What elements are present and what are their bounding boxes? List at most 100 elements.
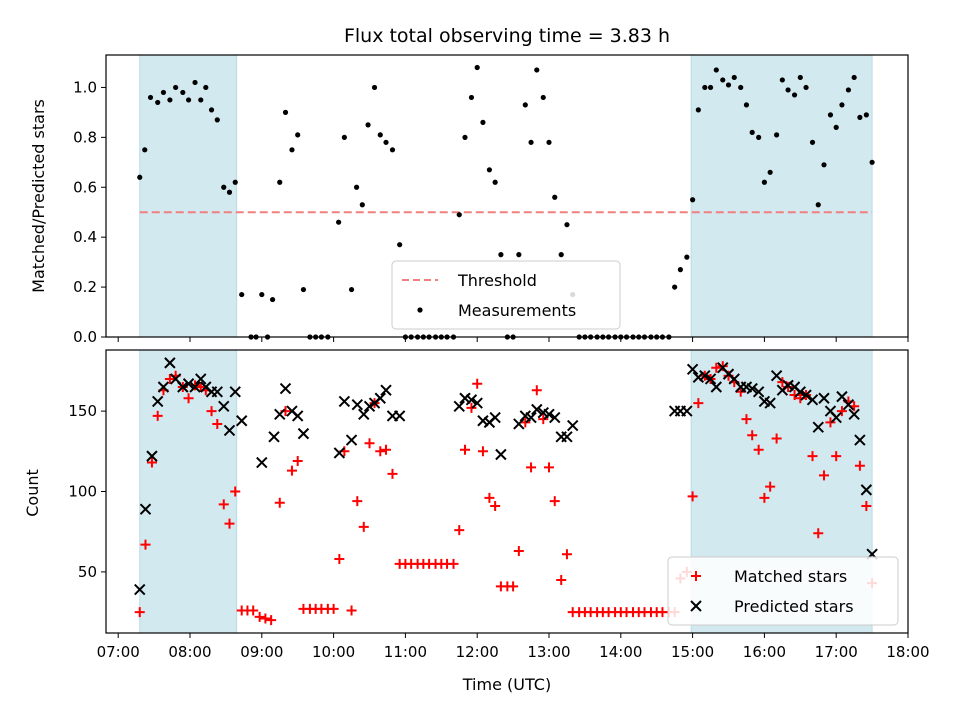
legend-swatch — [691, 571, 701, 581]
x-tick-label: 07:00 — [97, 643, 140, 661]
data-point — [374, 392, 386, 404]
x-tick-label: 18:00 — [886, 643, 929, 661]
legend-swatch — [417, 307, 423, 313]
data-point — [797, 74, 803, 81]
data-point — [279, 382, 292, 395]
data-point — [522, 102, 528, 108]
data-point — [549, 496, 560, 507]
x-tick-label: 14:00 — [599, 643, 642, 661]
data-point — [274, 497, 285, 508]
y-tick-label: 0.6 — [73, 178, 97, 196]
data-point — [538, 414, 549, 425]
data-point — [139, 503, 152, 515]
data-point — [765, 481, 776, 492]
data-point — [180, 89, 186, 96]
y-tick-label: 0.2 — [73, 278, 97, 296]
data-point — [863, 112, 869, 118]
data-point — [352, 496, 363, 507]
data-point — [152, 410, 163, 421]
data-point — [134, 583, 146, 596]
data-point — [861, 500, 872, 511]
data-point — [164, 373, 175, 384]
data-point — [738, 84, 744, 91]
data-point — [195, 381, 206, 392]
data-point — [815, 202, 821, 208]
data-point — [869, 159, 875, 165]
data-point — [761, 179, 768, 185]
data-point — [397, 242, 403, 248]
data-point — [525, 411, 537, 424]
data-point — [155, 99, 161, 106]
data-point — [774, 132, 780, 138]
data-point — [520, 417, 531, 428]
data-point — [749, 129, 755, 135]
data-point — [710, 381, 723, 393]
data-point — [300, 286, 307, 293]
data-point — [477, 446, 488, 457]
panel-ratio: 0.0 0.2 0.4 0.6 0.8 1.0 Threshold Measurements — [73, 54, 909, 346]
data-point — [809, 139, 816, 145]
data-point — [160, 89, 167, 96]
data-point — [531, 403, 543, 416]
data-point — [147, 94, 154, 101]
data-point — [860, 484, 873, 496]
data-point — [189, 381, 201, 393]
legend-box — [391, 260, 621, 330]
data-point — [813, 528, 824, 539]
data-point — [794, 386, 807, 398]
data-point — [490, 500, 501, 511]
data-point — [365, 122, 371, 128]
data-point — [459, 444, 470, 455]
legend-label: Measurements — [458, 301, 576, 320]
data-point — [333, 447, 346, 459]
data-point — [134, 607, 145, 618]
data-point — [239, 291, 245, 298]
y-tick-label: 150 — [68, 402, 97, 420]
data-point — [707, 84, 714, 91]
data-point — [377, 132, 383, 138]
data-point — [348, 286, 355, 293]
data-point — [389, 147, 396, 153]
data-point — [375, 446, 386, 457]
data-point — [513, 418, 525, 430]
data-point — [183, 393, 194, 404]
data-point — [182, 378, 195, 390]
data-point — [484, 492, 495, 503]
data-point — [526, 462, 537, 473]
data-point — [334, 554, 345, 565]
data-point — [254, 611, 265, 622]
data-point — [771, 433, 782, 444]
data-point — [173, 84, 179, 91]
legend-label: Threshold — [457, 271, 537, 290]
series-predicted-stars — [134, 357, 878, 596]
x-tick-label: 09:00 — [240, 643, 283, 661]
data-point — [164, 357, 176, 369]
data-point — [836, 390, 848, 403]
data-point — [387, 468, 398, 479]
data-point — [345, 434, 358, 446]
data-point — [177, 381, 189, 393]
data-point — [495, 448, 507, 461]
data-point — [720, 77, 726, 83]
y-tick-label: 0.0 — [73, 328, 97, 346]
legend-swatch — [690, 600, 702, 612]
data-point — [260, 613, 271, 624]
y-tick-label: 100 — [68, 483, 97, 501]
data-point — [549, 411, 561, 424]
data-point — [672, 284, 678, 290]
x-tick-label: 13:00 — [527, 643, 570, 661]
shaded-interval — [139, 349, 238, 634]
data-point — [282, 109, 289, 115]
data-point — [528, 139, 534, 145]
data-point — [759, 492, 770, 503]
data-point — [211, 386, 223, 398]
data-point — [693, 398, 704, 409]
data-point — [552, 194, 558, 200]
data-point — [821, 162, 827, 168]
data-point — [561, 549, 572, 560]
data-point — [735, 386, 746, 397]
data-point — [857, 114, 863, 120]
data-point — [223, 424, 236, 437]
y-tick-label: 50 — [78, 563, 97, 581]
data-point — [137, 174, 143, 180]
